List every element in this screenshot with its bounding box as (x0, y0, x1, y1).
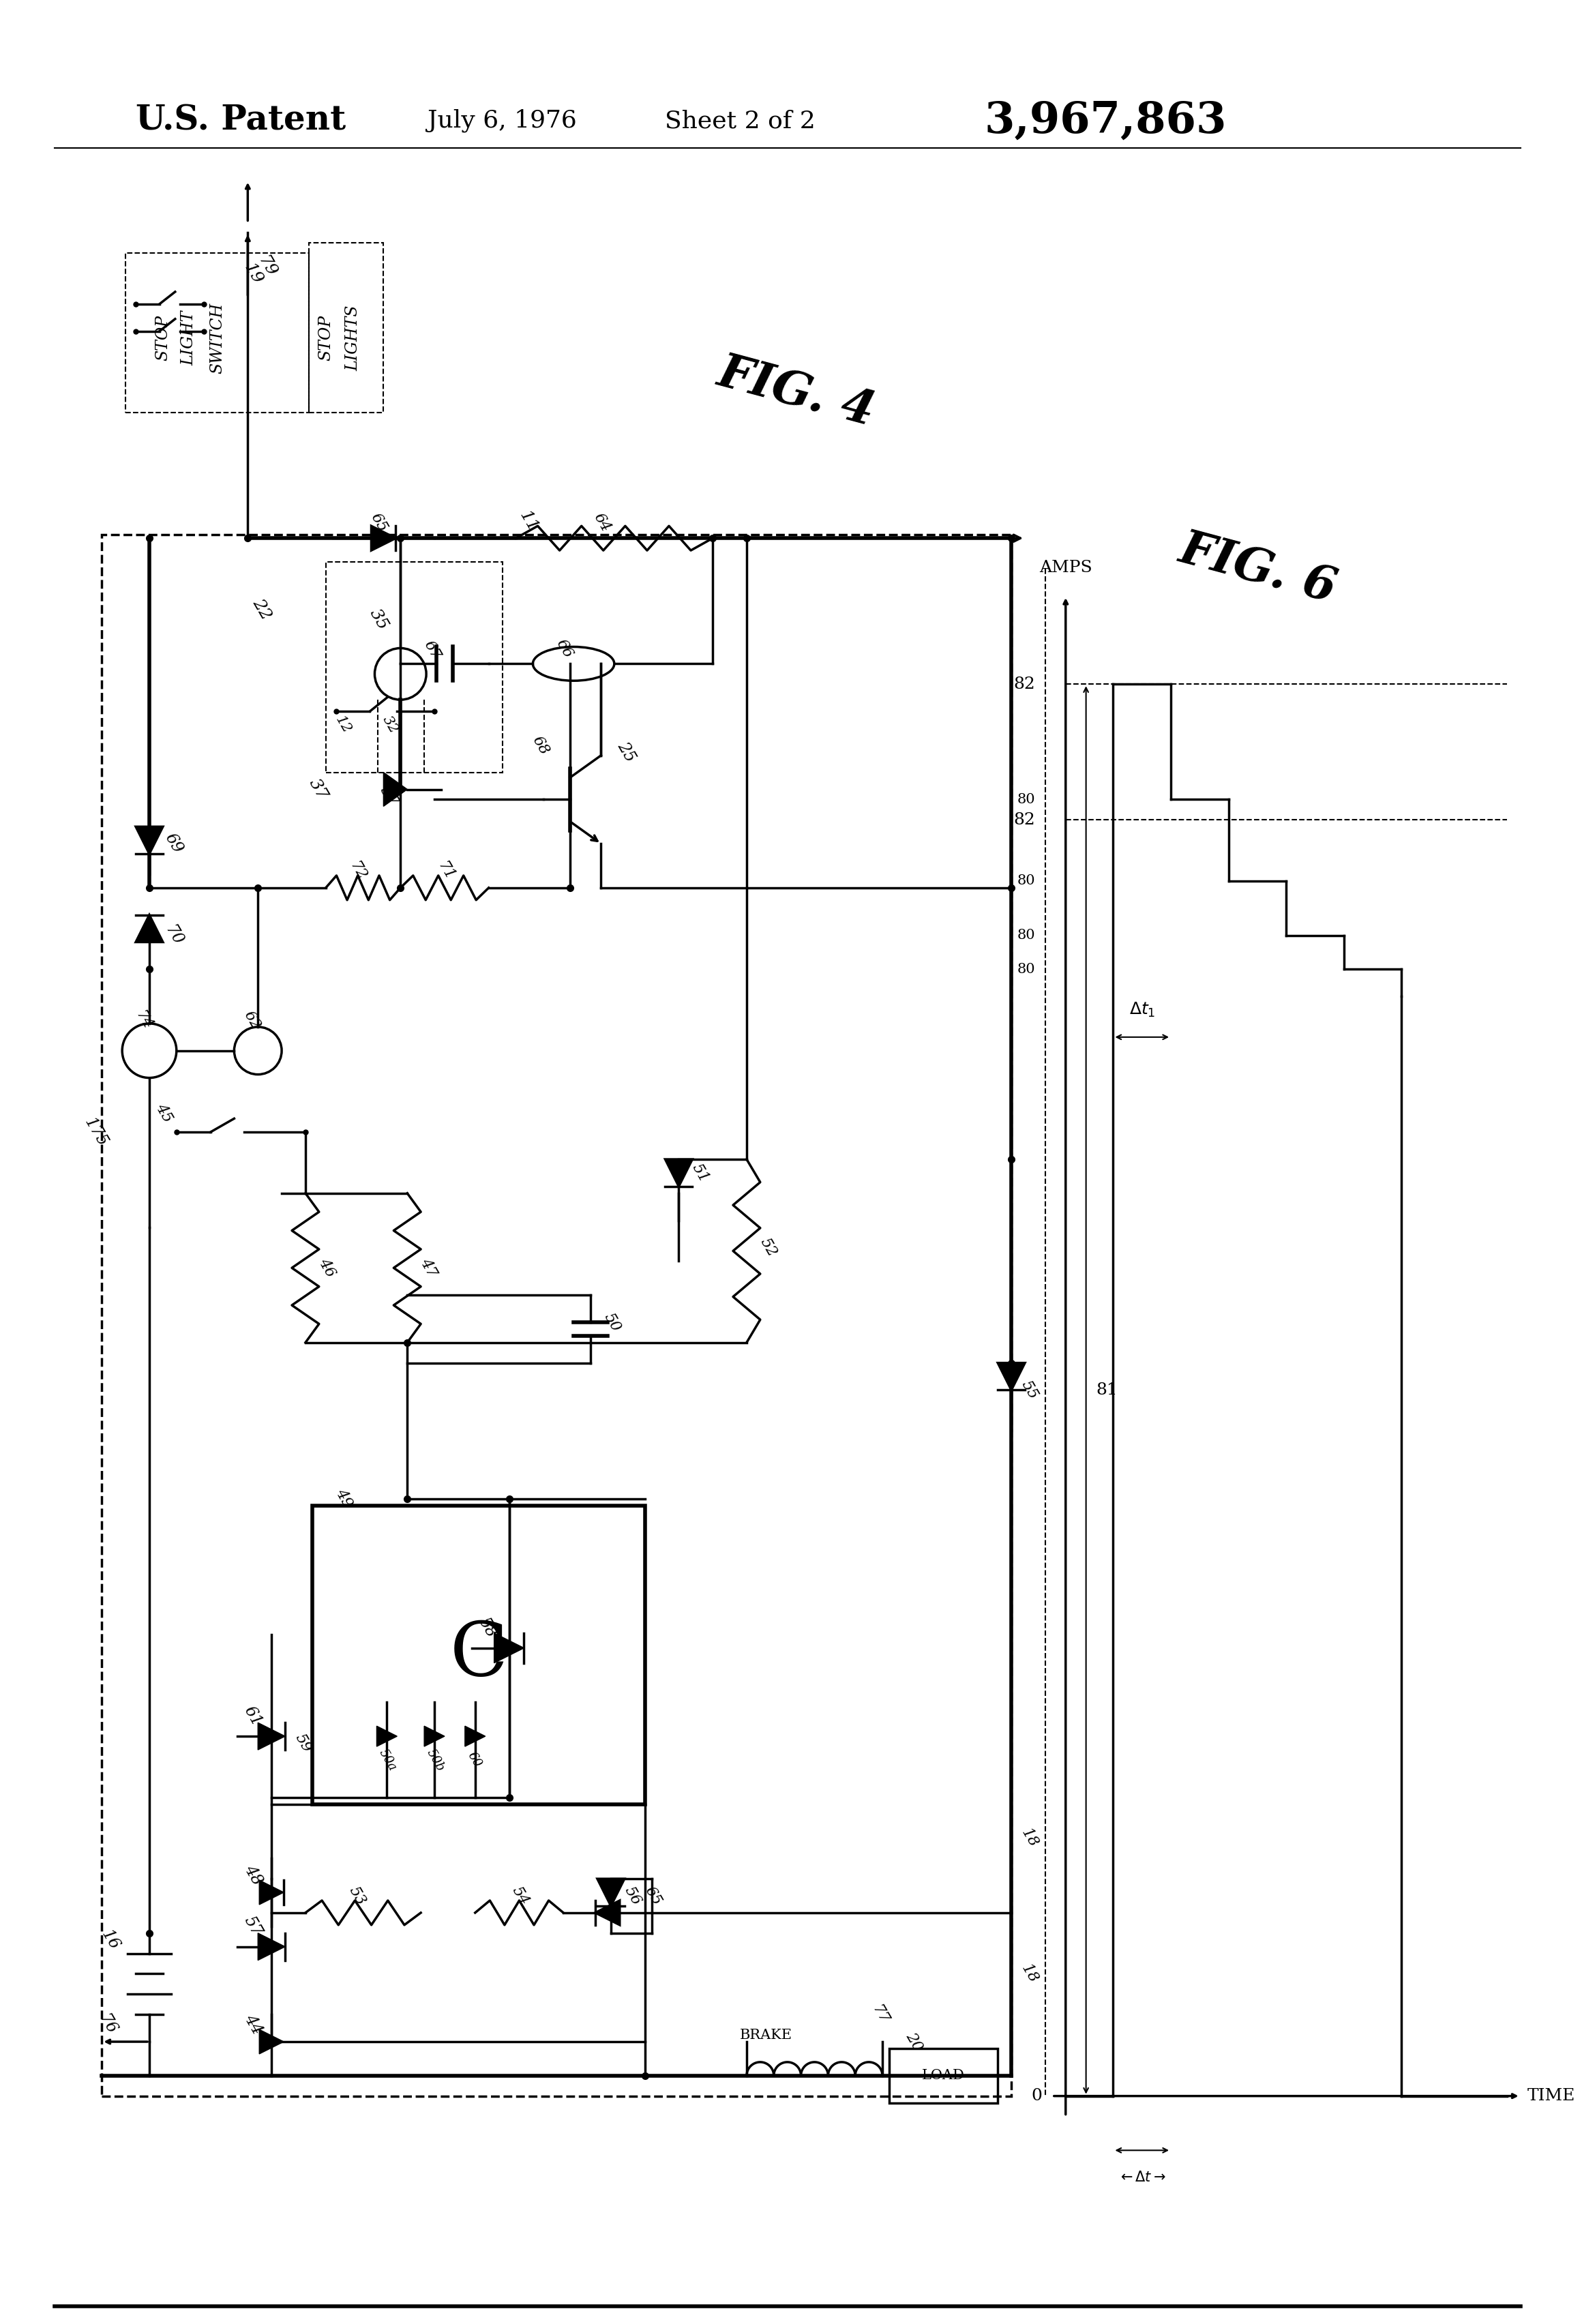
Text: 82: 82 (1014, 811, 1035, 827)
Text: 74: 74 (133, 1009, 155, 1032)
Text: 19: 19 (240, 260, 266, 286)
Text: 32: 32 (380, 713, 400, 737)
Polygon shape (465, 1727, 486, 1745)
Text: SWITCH: SWITCH (209, 302, 225, 374)
Polygon shape (494, 1634, 524, 1664)
Text: 82: 82 (1014, 676, 1035, 693)
Text: FIG. 6: FIG. 6 (1174, 525, 1342, 611)
Text: LOAD: LOAD (922, 2068, 965, 2082)
Text: 52: 52 (756, 1236, 780, 1260)
Text: 18: 18 (1019, 1961, 1041, 1987)
Polygon shape (598, 1878, 625, 1906)
Text: 45: 45 (153, 1102, 176, 1125)
Text: 57: 57 (240, 1913, 264, 1938)
Text: 53: 53 (346, 1885, 369, 1908)
Text: 50: 50 (601, 1311, 623, 1334)
Text: TIME: TIME (1527, 2089, 1576, 2103)
Text: 35: 35 (367, 607, 391, 632)
Text: 80: 80 (1017, 962, 1035, 976)
Text: FIG. 4: FIG. 4 (713, 349, 880, 435)
Text: 49: 49 (332, 1487, 356, 1511)
Text: 55: 55 (1019, 1378, 1041, 1401)
Polygon shape (383, 772, 407, 806)
Text: 3,967,863: 3,967,863 (984, 100, 1226, 142)
Text: 0: 0 (1031, 2089, 1043, 2103)
Text: 61: 61 (240, 1703, 264, 1729)
Text: 65: 65 (641, 1885, 664, 1908)
Text: 50a: 50a (377, 1748, 399, 1773)
Text: 44: 44 (240, 2013, 264, 2038)
Text: U.S. Patent: U.S. Patent (136, 105, 346, 137)
Polygon shape (595, 1901, 620, 1924)
Text: $\leftarrow\Delta t\rightarrow$: $\leftarrow\Delta t\rightarrow$ (1118, 2171, 1166, 2185)
Polygon shape (377, 1727, 397, 1745)
Text: 77: 77 (869, 2003, 891, 2027)
Text: 80: 80 (1017, 874, 1035, 888)
Text: 65: 65 (369, 511, 391, 535)
Text: 46: 46 (316, 1255, 339, 1281)
Text: 80: 80 (1017, 930, 1035, 941)
Text: 175: 175 (81, 1116, 111, 1150)
Text: STOP: STOP (155, 316, 171, 360)
Text: 60: 60 (465, 1750, 484, 1771)
Text: 11: 11 (516, 509, 541, 535)
Text: 20: 20 (903, 2029, 925, 2054)
Text: AMPS: AMPS (1039, 560, 1092, 576)
Text: 48: 48 (240, 1862, 264, 1887)
Text: 68: 68 (530, 732, 552, 758)
Text: 37: 37 (377, 783, 400, 809)
Text: 12: 12 (332, 713, 353, 737)
Polygon shape (258, 1722, 285, 1750)
Polygon shape (424, 1727, 445, 1745)
Text: 64: 64 (590, 511, 614, 535)
Text: C: C (449, 1618, 508, 1692)
Text: $\Delta t_1$: $\Delta t_1$ (1130, 1002, 1155, 1018)
Polygon shape (258, 1934, 285, 1959)
Text: 69: 69 (161, 832, 185, 858)
Text: LIGHTS: LIGHTS (345, 304, 361, 372)
Text: 56: 56 (622, 1885, 644, 1908)
Text: 16: 16 (98, 1927, 122, 1952)
Polygon shape (372, 525, 395, 551)
Text: 58: 58 (475, 1615, 498, 1641)
Text: STOP: STOP (318, 316, 334, 360)
Text: 51: 51 (688, 1160, 712, 1185)
Text: 76: 76 (95, 2013, 119, 2038)
Text: 54: 54 (509, 1885, 532, 1908)
Text: 80: 80 (1017, 792, 1035, 806)
Polygon shape (259, 1880, 283, 1906)
Text: 25: 25 (614, 739, 638, 765)
Text: BRAKE: BRAKE (740, 2029, 793, 2040)
Text: Sheet 2 of 2: Sheet 2 of 2 (664, 109, 816, 132)
Text: 70: 70 (161, 923, 185, 948)
Text: 72: 72 (346, 858, 369, 883)
Polygon shape (259, 2029, 283, 2054)
Polygon shape (998, 1362, 1025, 1390)
Text: LIGHT: LIGHT (180, 311, 196, 365)
Text: 67: 67 (421, 639, 443, 662)
Polygon shape (664, 1160, 693, 1188)
Text: 81: 81 (1096, 1383, 1118, 1399)
Text: 71: 71 (435, 858, 457, 883)
Text: 59: 59 (291, 1731, 315, 1755)
Text: 62: 62 (240, 1009, 264, 1032)
Text: 47: 47 (418, 1255, 440, 1281)
Text: 18: 18 (1019, 1827, 1041, 1850)
Text: 66: 66 (554, 637, 576, 660)
Text: 79: 79 (255, 253, 278, 279)
Text: 22: 22 (248, 597, 274, 623)
Polygon shape (136, 916, 163, 941)
Text: July 6, 1976: July 6, 1976 (427, 109, 577, 132)
Polygon shape (136, 827, 163, 853)
Text: 37: 37 (305, 776, 331, 802)
Text: 50b: 50b (424, 1748, 446, 1773)
